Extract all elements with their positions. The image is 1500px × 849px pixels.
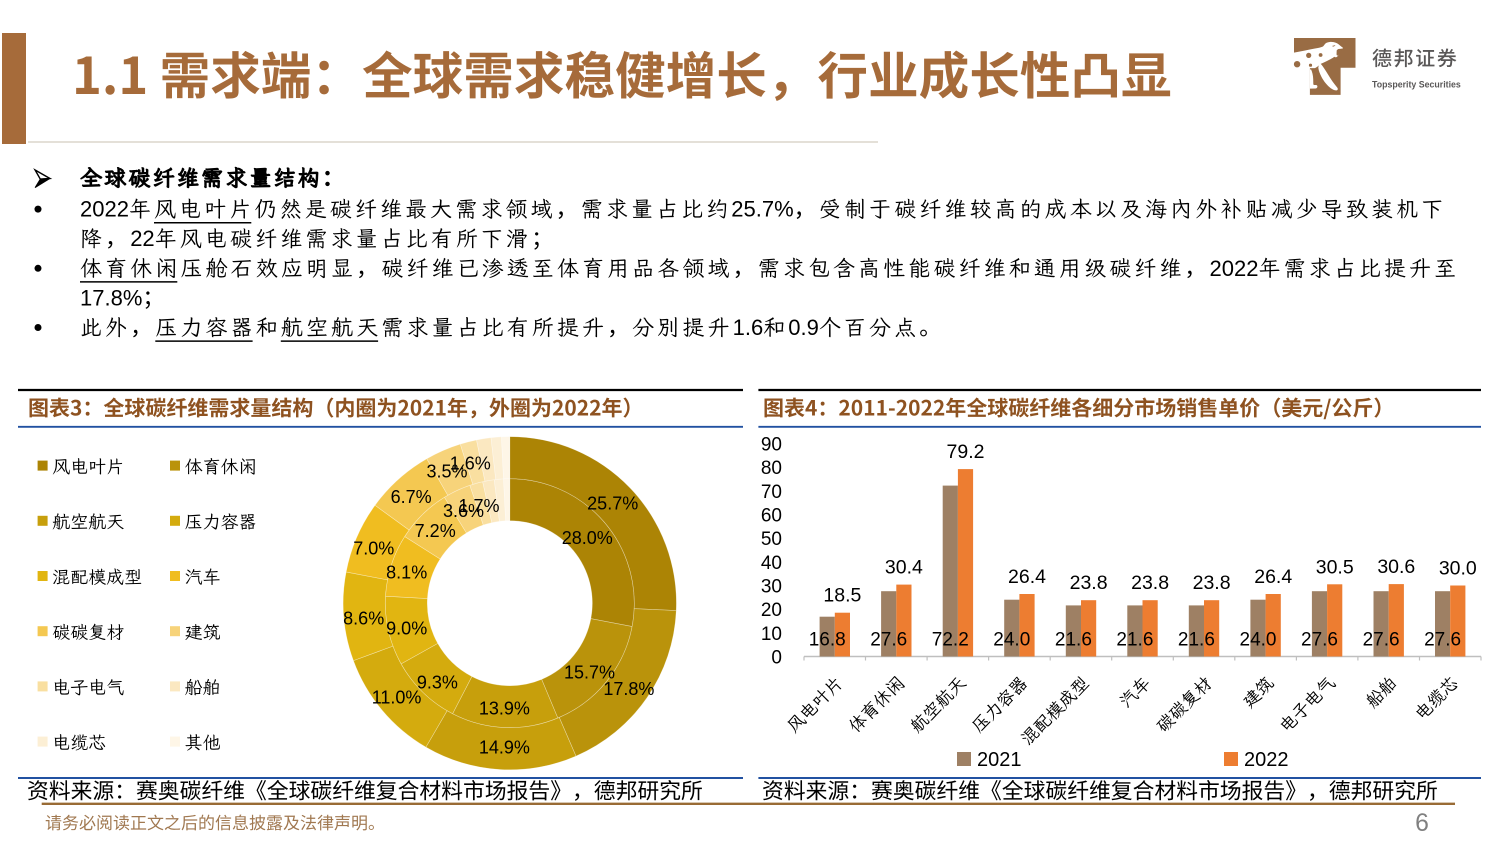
svg-text:11.0%: 11.0% — [372, 688, 422, 708]
svg-text:30.4: 30.4 — [885, 557, 923, 579]
svg-text:27.6: 27.6 — [1424, 630, 1461, 651]
svg-text:9.0%: 9.0% — [386, 619, 427, 639]
svg-text:30.5: 30.5 — [1316, 556, 1354, 578]
svg-text:2021: 2021 — [977, 749, 1022, 771]
svg-text:50: 50 — [761, 529, 782, 550]
svg-text:26.4: 26.4 — [1254, 566, 1292, 588]
svg-text:2022: 2022 — [1210, 256, 1259, 281]
svg-text:27.6: 27.6 — [870, 630, 907, 651]
svg-text:40: 40 — [761, 553, 782, 574]
svg-text:8.6%: 8.6% — [343, 608, 384, 628]
svg-text:28.0%: 28.0% — [562, 528, 613, 548]
svg-text:2022: 2022 — [80, 197, 129, 222]
svg-text:21.6: 21.6 — [1178, 630, 1215, 651]
svg-text:8.1%: 8.1% — [386, 562, 427, 582]
svg-text:21.6: 21.6 — [1055, 630, 1092, 651]
svg-text:17.8%: 17.8% — [80, 285, 142, 310]
svg-text:72.2: 72.2 — [932, 630, 969, 651]
svg-text:3.5%: 3.5% — [426, 462, 467, 482]
svg-text:16.8: 16.8 — [809, 630, 846, 651]
svg-text:7.0%: 7.0% — [353, 539, 394, 559]
svg-text:70: 70 — [761, 482, 782, 503]
svg-text:25.7%: 25.7% — [731, 197, 793, 222]
svg-text:3.6%: 3.6% — [443, 501, 484, 521]
svg-text:14.9%: 14.9% — [479, 737, 530, 757]
svg-text:6.7%: 6.7% — [391, 487, 432, 507]
svg-text:21.6: 21.6 — [1116, 630, 1153, 651]
svg-text:17.8%: 17.8% — [603, 679, 654, 699]
svg-text:1.6%: 1.6% — [450, 453, 491, 473]
svg-text:9.3%: 9.3% — [417, 672, 458, 692]
svg-text:27.6: 27.6 — [1301, 630, 1338, 651]
svg-text:23.8: 23.8 — [1193, 572, 1231, 594]
svg-text:23.8: 23.8 — [1131, 572, 1169, 594]
svg-text:18.5: 18.5 — [823, 585, 861, 607]
svg-text:1.6: 1.6 — [733, 315, 764, 340]
svg-text:60: 60 — [761, 506, 782, 527]
svg-text:23.8: 23.8 — [1070, 572, 1108, 594]
svg-text:30: 30 — [761, 577, 782, 598]
svg-text:1.7%: 1.7% — [458, 496, 499, 516]
svg-text:6: 6 — [1415, 810, 1429, 837]
svg-text:24.0: 24.0 — [993, 630, 1030, 651]
svg-text:13.9%: 13.9% — [479, 699, 530, 719]
svg-text:22: 22 — [130, 226, 154, 251]
svg-text:2022: 2022 — [1244, 749, 1289, 771]
svg-text:27.6: 27.6 — [1363, 630, 1400, 651]
svg-text:0: 0 — [771, 648, 782, 669]
svg-text:26.4: 26.4 — [1008, 566, 1046, 588]
svg-text:25.7%: 25.7% — [587, 494, 638, 514]
svg-text:10: 10 — [761, 624, 782, 645]
svg-text:24.0: 24.0 — [1240, 630, 1277, 651]
svg-text:90: 90 — [761, 435, 782, 456]
svg-text:20: 20 — [761, 600, 782, 621]
svg-text:30.0: 30.0 — [1439, 558, 1477, 580]
svg-text:80: 80 — [761, 458, 782, 479]
svg-text:0.9: 0.9 — [788, 315, 819, 340]
svg-text:79.2: 79.2 — [947, 441, 985, 463]
svg-text:Topsperity Securities: Topsperity Securities — [1372, 80, 1461, 90]
svg-text:30.6: 30.6 — [1377, 556, 1415, 578]
svg-text:7.2%: 7.2% — [415, 521, 456, 541]
svg-text:15.7%: 15.7% — [564, 662, 615, 682]
